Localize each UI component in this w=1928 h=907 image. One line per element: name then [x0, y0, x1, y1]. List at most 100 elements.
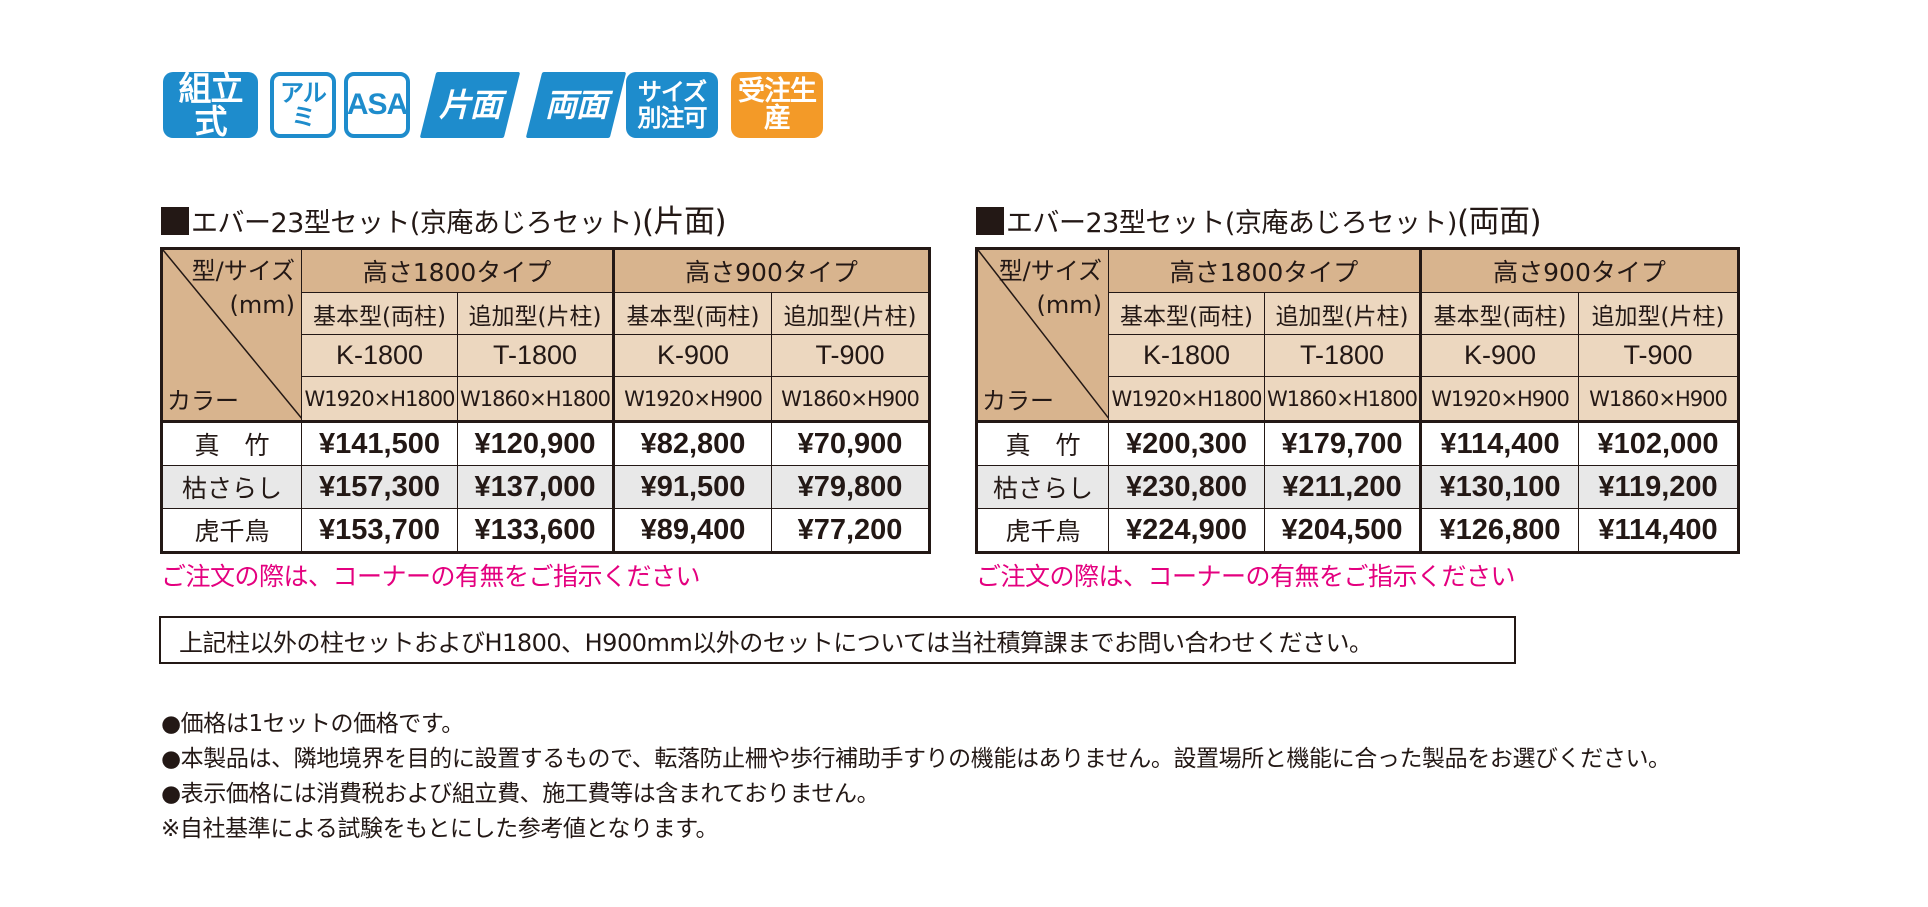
price-cell: ¥141,500: [301, 420, 458, 466]
badge-aluminum: アルミ: [270, 72, 336, 138]
price-cell: ¥230,800: [1108, 465, 1265, 509]
price-cell: ¥79,800: [771, 465, 930, 509]
price-cell: ¥153,700: [301, 508, 458, 553]
badge-made-to-order: 受注生産: [731, 72, 823, 138]
table-row: 虎千鳥 ¥153,700 ¥133,600 ¥89,400 ¥77,200: [161, 508, 930, 553]
corner-header: 型/サイズ (mm) カラー: [976, 248, 1109, 422]
square-bullet-icon: [161, 207, 189, 235]
corner-order-note: ご注文の際は、コーナーの有無をご指示ください: [976, 562, 1516, 591]
size-header: W1860×H900: [771, 376, 930, 422]
code-header: T-1800: [457, 334, 614, 377]
price-cell: ¥119,200: [1578, 465, 1739, 509]
badge-double-sided: 両面: [525, 72, 627, 138]
color-name: 真 竹: [161, 420, 302, 466]
price-cell: ¥126,800: [1419, 508, 1579, 553]
section-title-double: エバー23型セット(京庵あじろセット)(両面): [976, 196, 1542, 241]
badge-label: 両面: [544, 86, 607, 124]
section-title-single: エバー23型セット(京庵あじろセット)(片面): [161, 196, 727, 241]
size-header: W1860×H1800: [1264, 376, 1421, 422]
footnote-item: ●表示価格には消費税および組立費、施工費等は含まれておりません。: [161, 781, 880, 807]
table-row: 真 竹 ¥141,500 ¥120,900 ¥82,800 ¥70,900: [161, 420, 930, 466]
code-header: T-900: [771, 334, 930, 377]
price-cell: ¥114,400: [1419, 420, 1579, 466]
group-header: 高さ1800タイプ: [301, 248, 614, 293]
badge-label: 片面: [438, 86, 501, 124]
badge-custom-size: サイズ 別注可: [626, 72, 718, 138]
corner-header: 型/サイズ (mm) カラー: [161, 248, 302, 422]
table-row: 枯さらし ¥230,800 ¥211,200 ¥130,100 ¥119,200: [976, 465, 1739, 509]
color-name: 真 竹: [976, 420, 1109, 466]
title-main: エバー23型セット(京庵あじろセット): [1006, 208, 1457, 239]
badge-label: 組立式: [178, 69, 244, 141]
table-row: 真 竹 ¥200,300 ¥179,700 ¥114,400 ¥102,000: [976, 420, 1739, 466]
corner-color-label: カラー: [982, 387, 1054, 415]
code-header: K-900: [1419, 334, 1579, 377]
size-header: W1860×H1800: [457, 376, 614, 422]
diagonal-line-icon: [163, 250, 301, 419]
price-table-double: 型/サイズ (mm) カラー 高さ1800タイプ 高さ900タイプ 基本型(両柱…: [975, 247, 1740, 554]
price-cell: ¥89,400: [612, 508, 772, 553]
type-header: 基本型(両柱): [1419, 292, 1579, 335]
code-header: K-900: [612, 334, 772, 377]
price-cell: ¥133,600: [457, 508, 614, 553]
price-cell: ¥200,300: [1108, 420, 1265, 466]
badge-asa: ASA: [344, 72, 410, 138]
diagonal-line-icon: [978, 250, 1108, 419]
table-row: 枯さらし ¥157,300 ¥137,000 ¥91,500 ¥79,800: [161, 465, 930, 509]
size-header: W1860×H900: [1578, 376, 1739, 422]
price-cell: ¥120,900: [457, 420, 614, 466]
badge-label-line1: サイズ: [637, 78, 707, 106]
price-cell: ¥130,100: [1419, 465, 1579, 509]
badge-single-sided: 片面: [419, 72, 521, 138]
price-table-single: 型/サイズ (mm) カラー 高さ1800タイプ 高さ900タイプ 基本型(両柱…: [160, 247, 931, 554]
corner-order-note: ご注文の際は、コーナーの有無をご指示ください: [161, 562, 701, 591]
price-cell: ¥137,000: [457, 465, 614, 509]
color-name: 枯さらし: [976, 465, 1109, 509]
square-bullet-icon: [976, 207, 1004, 235]
color-name: 虎千鳥: [976, 508, 1109, 553]
footnote-item: ●価格は1セットの価格です。: [161, 711, 464, 737]
title-suffix: (両面): [1456, 204, 1542, 240]
type-header: 基本型(両柱): [612, 292, 772, 335]
footnote-item: ※自社基準による試験をもとにした参考値となります。: [161, 816, 719, 842]
badge-assembly: 組立式: [163, 72, 258, 138]
type-header: 追加型(片柱): [457, 292, 614, 335]
size-header: W1920×H900: [1419, 376, 1579, 422]
size-header: W1920×H900: [612, 376, 772, 422]
badge-label: ASA: [346, 88, 408, 121]
badge-label: 受注生産: [738, 76, 817, 134]
corner-size-label: 型/サイズ (mm): [191, 257, 295, 319]
code-header: K-1800: [1108, 334, 1265, 377]
price-cell: ¥204,500: [1264, 508, 1421, 553]
price-cell: ¥77,200: [771, 508, 930, 553]
title-suffix: (片面): [641, 204, 727, 240]
price-cell: ¥179,700: [1264, 420, 1421, 466]
inquiry-notice-box: 上記柱以外の柱セットおよびH1800、H900mm以外のセットについては当社積算…: [159, 616, 1516, 664]
type-header: 追加型(片柱): [1578, 292, 1739, 335]
code-header: T-1800: [1264, 334, 1421, 377]
code-header: K-1800: [301, 334, 458, 377]
group-header: 高さ900タイプ: [612, 248, 930, 293]
badge-label: アルミ: [280, 79, 327, 131]
group-header: 高さ1800タイプ: [1108, 248, 1421, 293]
group-header: 高さ900タイプ: [1419, 248, 1739, 293]
size-header: W1920×H1800: [1108, 376, 1265, 422]
price-cell: ¥91,500: [612, 465, 772, 509]
code-header: T-900: [1578, 334, 1739, 377]
type-header: 基本型(両柱): [301, 292, 458, 335]
inquiry-notice-text: 上記柱以外の柱セットおよびH1800、H900mm以外のセットについては当社積算…: [179, 628, 1373, 657]
price-cell: ¥70,900: [771, 420, 930, 466]
size-header: W1920×H1800: [301, 376, 458, 422]
badge-label-line2: 別注可: [637, 104, 708, 132]
type-header: 基本型(両柱): [1108, 292, 1265, 335]
price-cell: ¥224,900: [1108, 508, 1265, 553]
price-cell: ¥82,800: [612, 420, 772, 466]
corner-size-label: 型/サイズ (mm): [998, 257, 1102, 319]
footnote-item: ●本製品は、隣地境界を目的に設置するもので、転落防止柵や歩行補助手すりの機能はあ…: [161, 746, 1671, 772]
price-cell: ¥211,200: [1264, 465, 1421, 509]
footnotes: ●価格は1セットの価格です。 ●本製品は、隣地境界を目的に設置するもので、転落防…: [161, 707, 1671, 847]
table-row: 虎千鳥 ¥224,900 ¥204,500 ¥126,800 ¥114,400: [976, 508, 1739, 553]
price-cell: ¥102,000: [1578, 420, 1739, 466]
price-cell: ¥157,300: [301, 465, 458, 509]
type-header: 追加型(片柱): [1264, 292, 1421, 335]
